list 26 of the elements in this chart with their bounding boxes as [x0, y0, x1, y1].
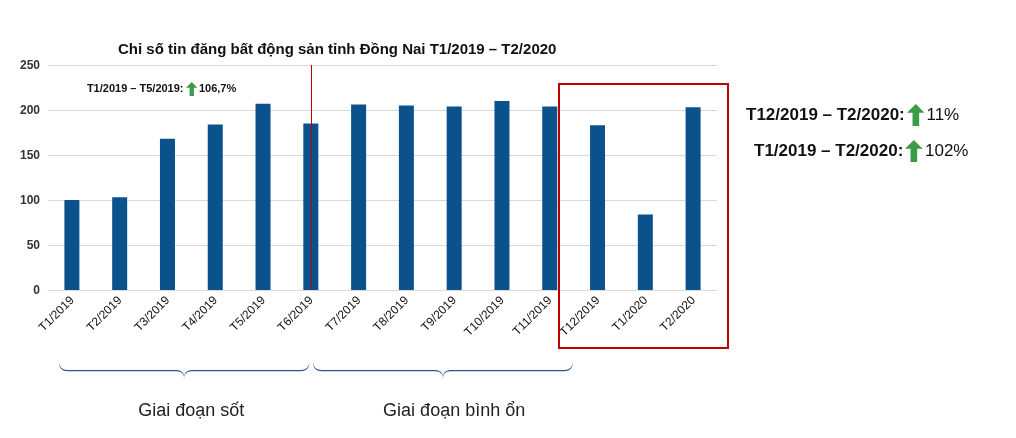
text: T1/2019 – T2/2020: 102% [754, 140, 969, 160]
text: Giai đoạn sốt [137, 400, 246, 421]
bar [255, 103, 271, 290]
bar [590, 125, 606, 290]
bar [685, 107, 701, 290]
y-tick-label: 200 [19, 103, 41, 117]
text: Giai đoạn bình ổn [382, 400, 527, 421]
bar [398, 105, 414, 290]
y-tick-label: 150 [19, 148, 41, 162]
bar [159, 138, 175, 290]
text: T1/2019 – T5/2019: 106,7% [86, 82, 237, 94]
y-tick-label: 250 [19, 58, 41, 72]
bar [112, 197, 128, 290]
bar [64, 200, 80, 290]
bar [303, 123, 319, 290]
chart-title: Chỉ số tin đăng bất động sản tỉnh Đồng Nai T1/2019 – T2/2020 [118, 40, 557, 57]
bar [207, 124, 223, 290]
bar [637, 214, 653, 290]
bar [446, 106, 462, 290]
bar [494, 101, 510, 290]
y-tick-label: 100 [19, 193, 41, 207]
bar [542, 106, 558, 290]
text: T12/2019 – T2/2020: 11% [746, 104, 960, 124]
y-tick-label: 0 [33, 283, 41, 297]
y-tick-label: 50 [26, 238, 41, 252]
bar [351, 104, 367, 290]
